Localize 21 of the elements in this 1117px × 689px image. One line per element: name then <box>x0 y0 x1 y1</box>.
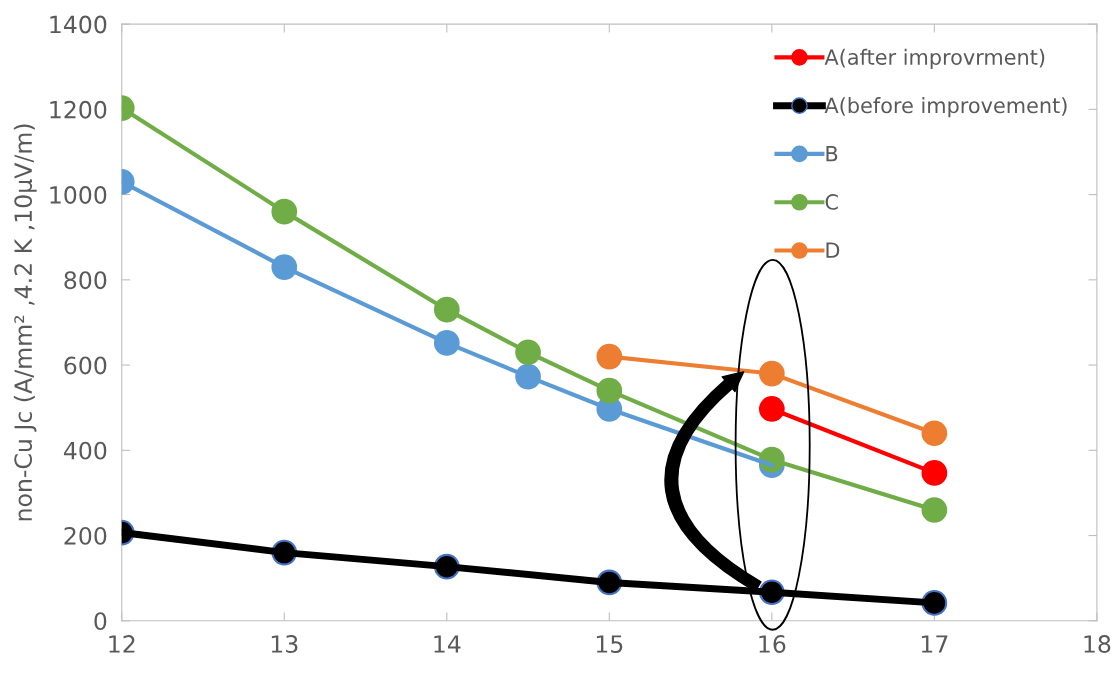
y-axis-title: non-Cu Jc (A/mm² ,4.2 K ,10μV/m) <box>13 124 37 521</box>
legend-label: D <box>826 242 840 258</box>
y-tick-label: 0 <box>94 612 107 631</box>
y-tick-label: 1400 <box>50 15 107 34</box>
y-tick-label: 400 <box>63 441 107 460</box>
x-tick-label: 12 <box>109 635 135 653</box>
y-tick-label: 800 <box>64 271 107 290</box>
x-tick-label: 13 <box>271 635 298 653</box>
x-tick-label: 14 <box>434 635 461 653</box>
legend-label: A(before improvement) <box>824 97 1067 118</box>
x-tick-label: 16 <box>759 635 786 653</box>
legend-label: A(after improvrment) <box>824 48 1045 69</box>
y-tick-label: 600 <box>64 356 107 375</box>
y-tick-label: 1000 <box>50 186 107 204</box>
x-tick-label: 17 <box>921 635 948 653</box>
legend-label: C <box>825 194 838 210</box>
y-tick-label: 200 <box>64 527 107 545</box>
legend-label: B <box>826 146 838 162</box>
x-tick-label: 18 <box>1084 635 1111 653</box>
y-tick-label: 1200 <box>50 100 107 119</box>
x-tick-label: 15 <box>596 635 623 653</box>
